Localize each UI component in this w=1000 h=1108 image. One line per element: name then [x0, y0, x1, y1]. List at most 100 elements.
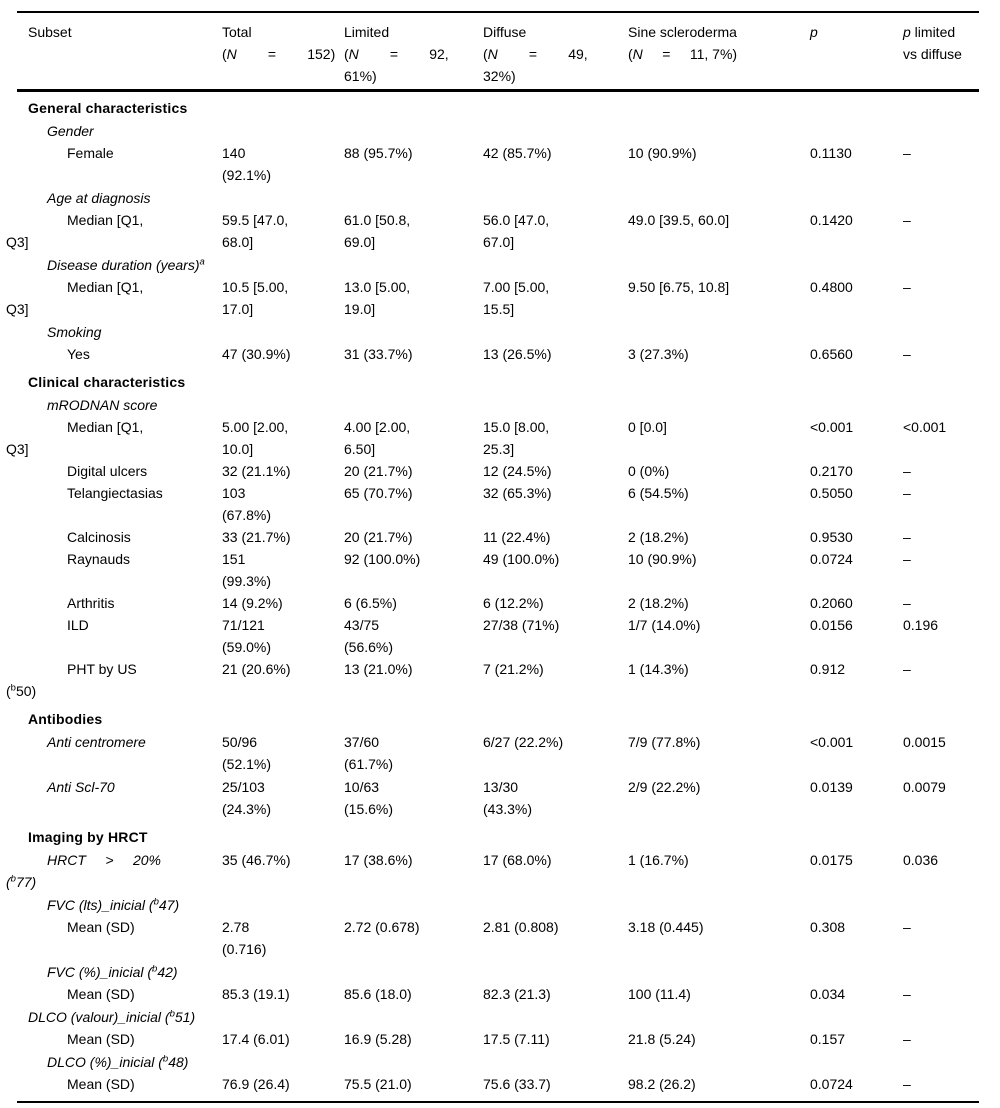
cell-p: <0.001: [810, 418, 854, 435]
paper-table: Subset Total (N = 152) Limited (N = 92, 61%…: [6, 0, 979, 1103]
cell-total: 25/103 (24.3%): [222, 778, 272, 817]
cell-limited: 17 (38.6%): [344, 851, 413, 868]
cell-diffuse: 15.0 [8.00, 25.3]: [483, 418, 550, 457]
table-row: Telangiectasias 103 (67.8%) 65 (70.7%) 32 (6…: [6, 482, 979, 526]
cell-p2: [903, 371, 979, 393]
column-header-p-limited-vs-diffuse: p limited vs diffuse: [903, 24, 962, 62]
cell-subset: ILD: [67, 616, 89, 633]
cell-diffuse: 17 (68.0%): [483, 851, 552, 868]
cell-diffuse: 82.3 (21.3): [483, 985, 551, 1002]
cell-total: 35 (46.7%): [222, 851, 291, 868]
cell-limited: 65 (70.7%): [344, 484, 413, 501]
cell-sine: 1 (14.3%): [628, 660, 689, 677]
cell-diffuse: 49 (100.0%): [483, 550, 560, 567]
cell-limited: [344, 371, 483, 393]
table-row: Raynauds 151 (99.3%) 92 (100.0%) 49 (100.0%)…: [6, 548, 979, 592]
cell-sine: 1/7 (14.0%): [628, 616, 701, 633]
cell-subset: Age at diagnosis: [47, 189, 151, 206]
cell-diffuse: 6/27 (22.2%): [483, 733, 564, 750]
cell-total: [222, 1051, 344, 1073]
table-row: HRCT > 20% (b77) 35 (46.7%) 17 (38.6%) 17 (6…: [6, 849, 979, 893]
cell-diffuse: 42 (85.7%): [483, 144, 552, 161]
cell-p2: [903, 254, 979, 276]
cell-total: 47 (30.9%): [222, 345, 291, 362]
cell-subset: Anti centromere: [47, 733, 146, 750]
cell-p2: –: [903, 144, 911, 161]
cell-limited: 20 (21.7%): [344, 462, 413, 479]
cell-p2: –: [903, 484, 911, 501]
cell-diffuse: 32 (65.3%): [483, 484, 552, 501]
cell-subset: FVC (%)_inicial (b42): [47, 962, 178, 980]
table-row: FVC (lts)_inicial (b47): [6, 894, 979, 916]
cell-limited: [344, 1006, 483, 1028]
table-row: Clinical characteristics: [6, 371, 979, 393]
cell-p2: –: [903, 1030, 911, 1047]
cell-limited: 2.72 (0.678): [344, 918, 420, 935]
cell-p2: 0.0079: [903, 778, 946, 795]
cell-sine: 3.18 (0.445): [628, 918, 704, 935]
cell-sine: [628, 120, 810, 142]
cell-total: [222, 120, 344, 142]
cell-p2: 0.196: [903, 616, 939, 633]
cell-subset: Yes: [67, 345, 90, 362]
cell-diffuse: 7.00 [5.00, 15.5]: [483, 278, 550, 317]
cell-limited: 13 (21.0%): [344, 660, 413, 677]
cell-p: 0.308: [810, 918, 846, 935]
cell-p: 0.2060: [810, 594, 853, 611]
table-row: Median [Q1, Q3] 5.00 [2.00, 10.0] 4.00 [2.00…: [6, 416, 979, 460]
cell-p2: –: [903, 345, 911, 362]
cell-limited: 61.0 [50.8, 69.0]: [344, 211, 411, 250]
cell-p2: <0.001: [903, 418, 947, 435]
cell-subset: Median [Q1, Q3]: [6, 278, 144, 317]
cell-p: 0.157: [810, 1030, 846, 1047]
cell-sine: [628, 371, 810, 393]
cell-total: [222, 961, 344, 983]
cell-p2: [903, 961, 979, 983]
cell-diffuse: [483, 894, 628, 916]
cell-sine: 0 (0%): [628, 462, 670, 479]
cell-sine: [628, 894, 810, 916]
cell-p2: –: [903, 211, 911, 228]
cell-p: 0.1420: [810, 211, 853, 228]
table-row: DLCO (%)_inicial (b48): [6, 1051, 979, 1073]
cell-p2: –: [903, 278, 911, 295]
cell-sine: 2 (18.2%): [628, 528, 689, 545]
cell-sine: [628, 187, 810, 209]
cell-diffuse: 11 (22.4%): [483, 528, 551, 545]
cell-diffuse: 12 (24.5%): [483, 462, 552, 479]
cell-subset: HRCT > 20% (b77): [6, 851, 161, 890]
table-row: Age at diagnosis: [6, 187, 979, 209]
cell-subset: Median [Q1, Q3]: [6, 418, 144, 457]
cell-p2: [903, 1006, 979, 1028]
cell-limited: [344, 1051, 483, 1073]
cell-diffuse: [483, 321, 628, 343]
cell-subset: Smoking: [47, 323, 102, 340]
cell-subset: General characteristics: [28, 99, 188, 116]
cell-subset: Mean (SD): [67, 1030, 135, 1047]
cell-sine: 10 (90.9%): [628, 144, 697, 161]
cell-total: [222, 894, 344, 916]
cell-p: 0.9530: [810, 528, 853, 545]
cell-limited: [344, 394, 483, 416]
cell-limited: [344, 321, 483, 343]
table-row: Gender: [6, 120, 979, 142]
cell-limited: 43/75 (56.6%): [344, 616, 394, 655]
cell-sine: 7/9 (77.8%): [628, 733, 701, 750]
cell-p: 0.0156: [810, 616, 853, 633]
cell-subset: Anti Scl-70: [47, 778, 115, 795]
cell-total: [222, 1006, 344, 1028]
cell-sine: 2/9 (22.2%): [628, 778, 701, 795]
cell-p2: –: [903, 550, 911, 567]
cell-p2: [903, 894, 979, 916]
table-row: ILD 71/121 (59.0%) 43/75 (56.6%) 27/38 (71%) 1…: [6, 614, 979, 658]
cell-subset: PHT by US (b50): [6, 660, 137, 699]
table-row: Female 140 (92.1%) 88 (95.7%) 42 (85.7%) 10 (…: [6, 142, 979, 186]
cell-limited: 37/60 (61.7%): [344, 733, 394, 772]
cell-subset: Female: [67, 144, 114, 161]
cell-diffuse: [483, 371, 628, 393]
table-row: Mean (SD) 85.3 (19.1) 85.6 (18.0) 82.3 (21.…: [6, 983, 979, 1005]
cell-limited: 16.9 (5.28): [344, 1030, 412, 1047]
cell-p: 0.0724: [810, 1075, 853, 1092]
cell-diffuse: 56.0 [47.0, 67.0]: [483, 211, 550, 250]
cell-p2: –: [903, 528, 911, 545]
